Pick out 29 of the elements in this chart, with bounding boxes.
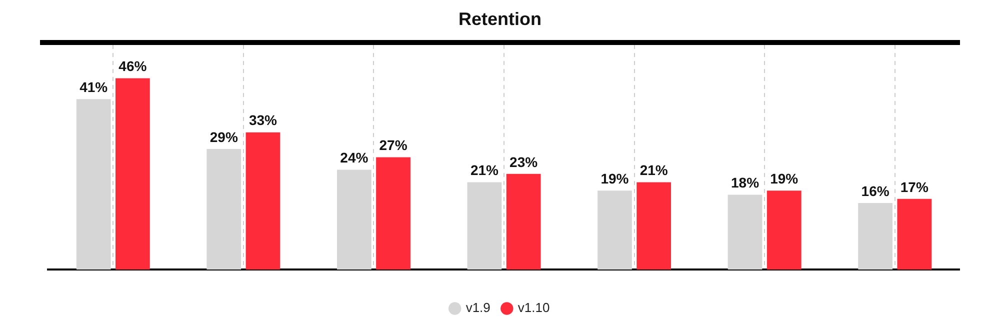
data-label: 19% (770, 170, 799, 186)
bar (115, 78, 150, 270)
bar (506, 174, 541, 270)
bar (897, 198, 932, 270)
data-label: 18% (731, 174, 760, 191)
bar (636, 182, 672, 270)
data-label: 21% (640, 162, 668, 178)
bar (467, 182, 502, 270)
bar (766, 190, 802, 270)
legend-label: v1.10 (518, 300, 550, 316)
data-label: 23% (510, 154, 538, 170)
data-label: 41% (80, 78, 108, 95)
bar (858, 203, 893, 270)
bar (728, 194, 762, 270)
chart-title: Retention (458, 9, 542, 30)
data-label: 21% (470, 162, 500, 178)
data-label: 17% (900, 178, 929, 195)
data-label: 29% (210, 128, 238, 145)
data-label: 33% (248, 112, 278, 128)
bar (598, 190, 632, 270)
bar (206, 148, 242, 270)
bar (246, 132, 280, 270)
data-label: 24% (340, 150, 369, 166)
data-label: 19% (600, 170, 630, 186)
bar (376, 157, 410, 270)
data-label: 16% (861, 182, 890, 199)
legend-label: v1.9 (466, 300, 490, 316)
data-label: 27% (379, 137, 408, 154)
data-label: 46% (118, 58, 148, 74)
